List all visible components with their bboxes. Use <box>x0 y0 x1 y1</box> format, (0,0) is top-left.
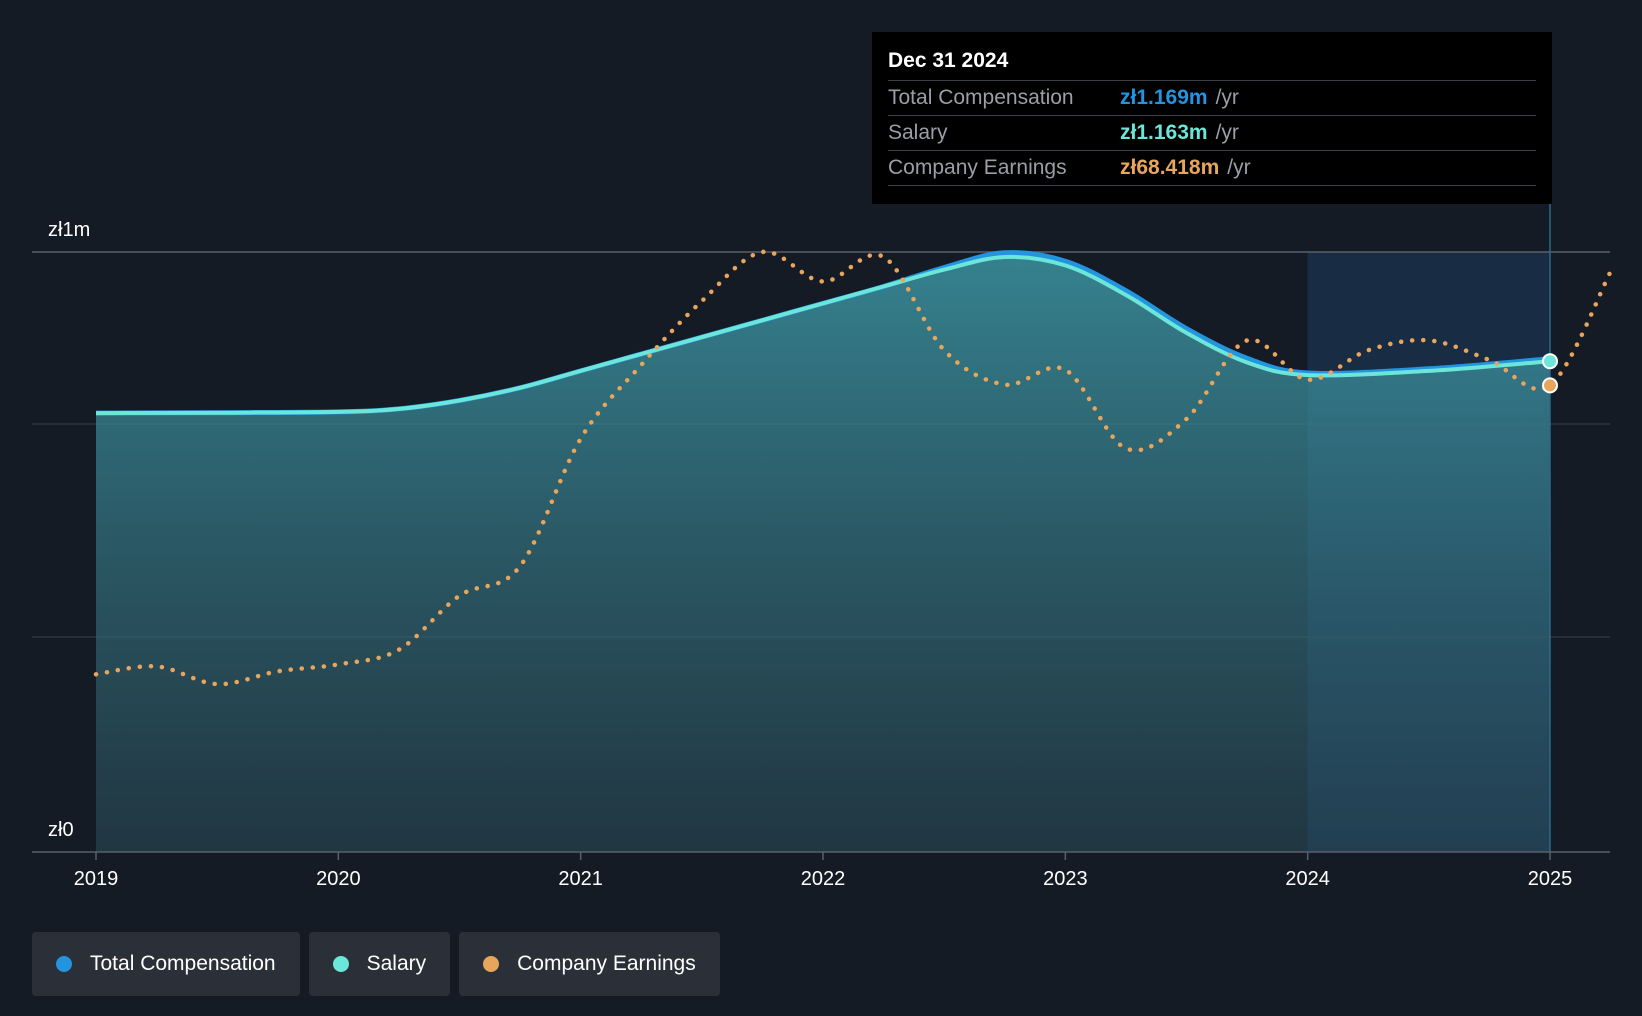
y-axis-label-bottom: zł0 <box>48 819 74 841</box>
tooltip-row-total-compensation: Total Compensation zł1.169m /yr <box>888 80 1536 115</box>
compensation-chart: 2019 2020 2021 2022 2023 2024 2025 zł1m zł0 <box>32 204 1613 890</box>
x-tick-label: 2020 <box>316 868 361 890</box>
x-tick-label: 2025 <box>1528 868 1573 890</box>
x-tick-label: 2022 <box>801 868 846 890</box>
legend-item-company-earnings[interactable]: Company Earnings <box>459 932 720 996</box>
salary-line <box>95 254 1551 416</box>
tooltip-date: Dec 31 2024 <box>888 49 1009 72</box>
tooltip-label: Salary <box>888 121 948 144</box>
x-tick-label: 2023 <box>1043 868 1088 890</box>
legend-label: Company Earnings <box>517 952 696 975</box>
x-axis: 2019 2020 2021 2022 2023 2024 2025 <box>74 852 1573 890</box>
y-axis-label-top: zł1m <box>48 219 90 241</box>
tooltip-value: zł1.163m <box>1120 121 1208 144</box>
tooltip-row-company-earnings: Company Earnings zł68.418m /yr <box>888 150 1536 186</box>
legend-item-total-compensation[interactable]: Total Compensation <box>32 932 300 996</box>
chart-legend: Total Compensation Salary Company Earnin… <box>32 932 720 996</box>
tooltip-label: Company Earnings <box>888 156 1067 179</box>
data-tooltip: Dec 31 2024 Total Compensation zł1.169m … <box>872 32 1552 204</box>
tooltip-unit: /yr <box>1215 121 1239 144</box>
tooltip-unit: /yr <box>1215 86 1239 109</box>
tooltip-unit: /yr <box>1227 156 1251 179</box>
tooltip-value: zł68.418m <box>1120 156 1220 179</box>
blue-dot-icon <box>56 956 72 972</box>
legend-label: Total Compensation <box>90 952 276 975</box>
tooltip-row-salary: Salary zł1.163m /yr <box>888 115 1536 150</box>
x-tick-label: 2024 <box>1285 868 1330 890</box>
salary-marker[interactable] <box>1542 353 1558 370</box>
x-tick-label: 2021 <box>558 868 603 890</box>
x-tick-label: 2019 <box>74 868 119 890</box>
tooltip-value: zł1.169m <box>1120 86 1208 109</box>
orange-dot-icon <box>483 956 500 972</box>
legend-label: Salary <box>366 952 427 975</box>
company-earnings-marker[interactable] <box>1542 377 1558 394</box>
legend-item-salary[interactable]: Salary <box>308 932 451 996</box>
tooltip-label: Total Compensation <box>888 86 1074 109</box>
teal-dot-icon <box>332 956 349 972</box>
